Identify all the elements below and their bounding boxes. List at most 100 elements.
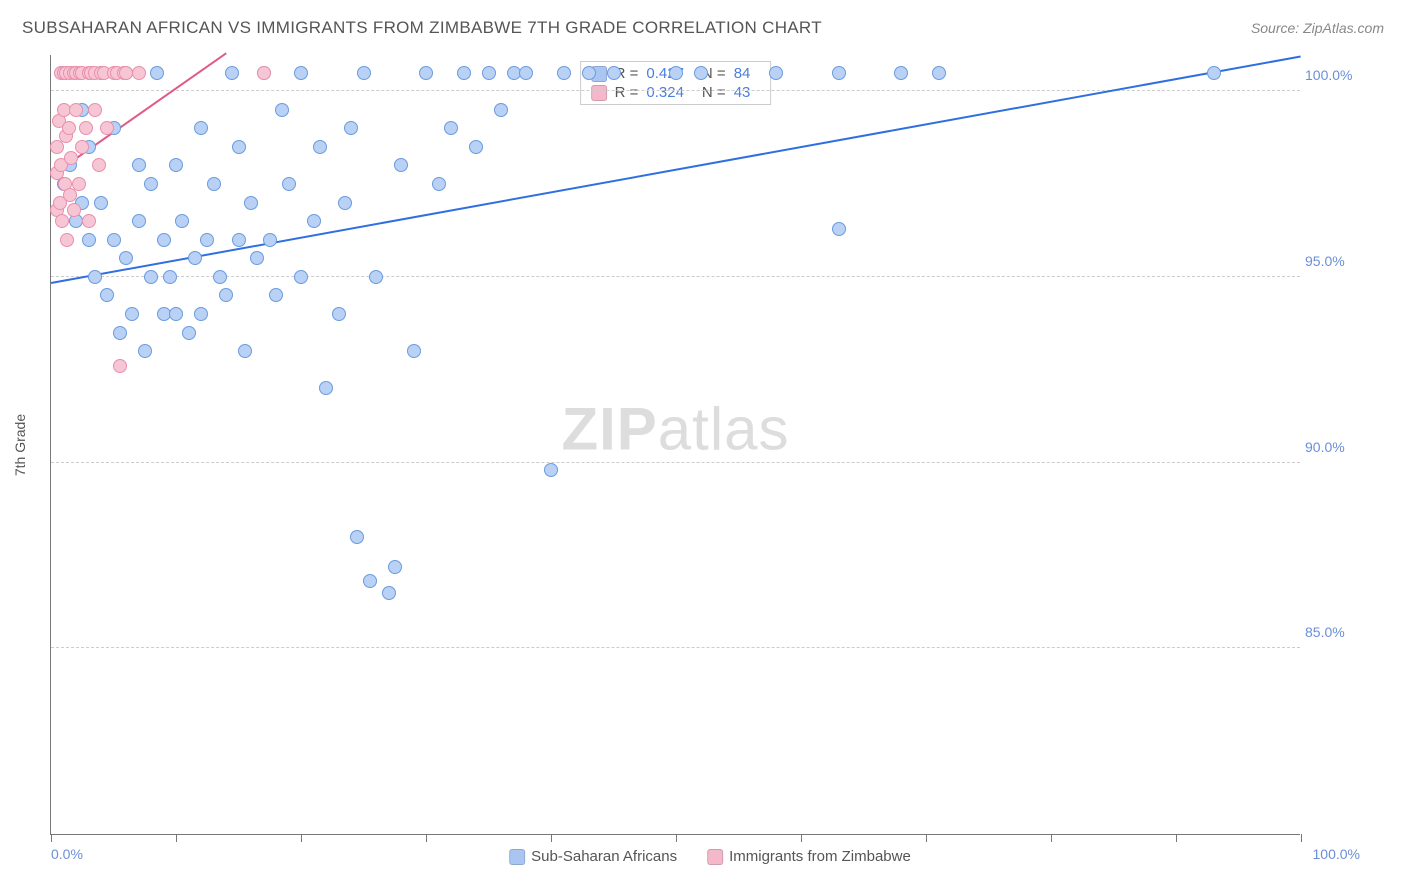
legend-item: Sub-Saharan Africans — [509, 848, 677, 865]
x-tick — [1301, 834, 1302, 842]
data-point — [72, 177, 86, 191]
data-point — [132, 214, 146, 228]
y-tick-label: 90.0% — [1305, 439, 1360, 455]
watermark: ZIPatlas — [561, 394, 789, 463]
r-value: 0.324 — [646, 84, 684, 101]
data-point — [357, 66, 371, 80]
data-point — [113, 359, 127, 373]
data-point — [132, 158, 146, 172]
x-tick — [426, 834, 427, 842]
data-point — [544, 463, 558, 477]
gridline — [51, 462, 1300, 463]
data-point — [607, 66, 621, 80]
x-tick — [176, 834, 177, 842]
source-label: Source: — [1251, 20, 1303, 36]
data-point — [194, 121, 208, 135]
data-point — [294, 66, 308, 80]
n-value: 43 — [734, 84, 751, 101]
data-point — [282, 177, 296, 191]
data-point — [169, 158, 183, 172]
data-point — [294, 270, 308, 284]
data-point — [419, 66, 433, 80]
data-point — [1207, 66, 1221, 80]
data-point — [94, 196, 108, 210]
data-point — [250, 251, 264, 265]
data-point — [182, 326, 196, 340]
data-point — [307, 214, 321, 228]
y-tick-label: 85.0% — [1305, 624, 1360, 640]
chart-header: SUBSAHARAN AFRICAN VS IMMIGRANTS FROM ZI… — [22, 18, 1384, 38]
n-value: 84 — [734, 65, 751, 82]
legend: Sub-Saharan Africans Immigrants from Zimb… — [509, 848, 911, 865]
data-point — [444, 121, 458, 135]
x-tick — [1176, 834, 1177, 842]
x-tick — [926, 834, 927, 842]
data-point — [188, 251, 202, 265]
data-point — [125, 307, 139, 321]
data-point — [200, 233, 214, 247]
data-point — [64, 151, 78, 165]
data-point — [150, 66, 164, 80]
data-point — [207, 177, 221, 191]
data-point — [369, 270, 383, 284]
data-point — [694, 66, 708, 80]
y-tick-label: 100.0% — [1305, 67, 1360, 83]
data-point — [232, 140, 246, 154]
n-label: N = — [702, 84, 726, 101]
data-point — [157, 233, 171, 247]
source-attribution: Source: ZipAtlas.com — [1251, 20, 1384, 36]
series-swatch — [591, 85, 607, 101]
data-point — [60, 233, 74, 247]
data-point — [75, 140, 89, 154]
data-point — [494, 103, 508, 117]
data-point — [332, 307, 346, 321]
data-point — [169, 307, 183, 321]
data-point — [350, 530, 364, 544]
legend-swatch — [707, 849, 723, 865]
data-point — [82, 214, 96, 228]
stats-row: R = 0.324 N = 43 — [581, 83, 771, 102]
data-point — [344, 121, 358, 135]
data-point — [319, 381, 333, 395]
data-point — [82, 233, 96, 247]
data-point — [138, 344, 152, 358]
data-point — [457, 66, 471, 80]
y-axis-label: 7th Grade — [12, 414, 28, 476]
data-point — [55, 214, 69, 228]
data-point — [894, 66, 908, 80]
data-point — [225, 66, 239, 80]
chart-title: SUBSAHARAN AFRICAN VS IMMIGRANTS FROM ZI… — [22, 18, 822, 38]
x-axis-max-label: 100.0% — [1313, 846, 1360, 862]
x-tick — [301, 834, 302, 842]
data-point — [832, 66, 846, 80]
data-point — [832, 222, 846, 236]
x-axis-min-label: 0.0% — [51, 846, 83, 862]
data-point — [92, 158, 106, 172]
data-point — [213, 270, 227, 284]
data-point — [132, 66, 146, 80]
x-tick — [1051, 834, 1052, 842]
legend-item: Immigrants from Zimbabwe — [707, 848, 911, 865]
data-point — [144, 270, 158, 284]
data-point — [363, 574, 377, 588]
data-point — [557, 66, 571, 80]
data-point — [388, 560, 402, 574]
data-point — [175, 214, 189, 228]
chart-container: 7th Grade ZIPatlas R =0.427N =84R =0.324… — [50, 55, 1370, 835]
data-point — [432, 177, 446, 191]
legend-label: Sub-Saharan Africans — [531, 848, 677, 865]
data-point — [163, 270, 177, 284]
data-point — [394, 158, 408, 172]
plot-area: ZIPatlas R =0.427N =84R =0.324N =43 85.0… — [50, 55, 1300, 835]
x-tick — [551, 834, 552, 842]
r-label: R = — [615, 84, 639, 101]
data-point — [257, 66, 271, 80]
watermark-zip: ZIP — [561, 395, 657, 462]
gridline — [51, 647, 1300, 648]
data-point — [238, 344, 252, 358]
data-point — [62, 121, 76, 135]
x-tick — [801, 834, 802, 842]
data-point — [244, 196, 258, 210]
data-point — [219, 288, 233, 302]
x-tick — [676, 834, 677, 842]
